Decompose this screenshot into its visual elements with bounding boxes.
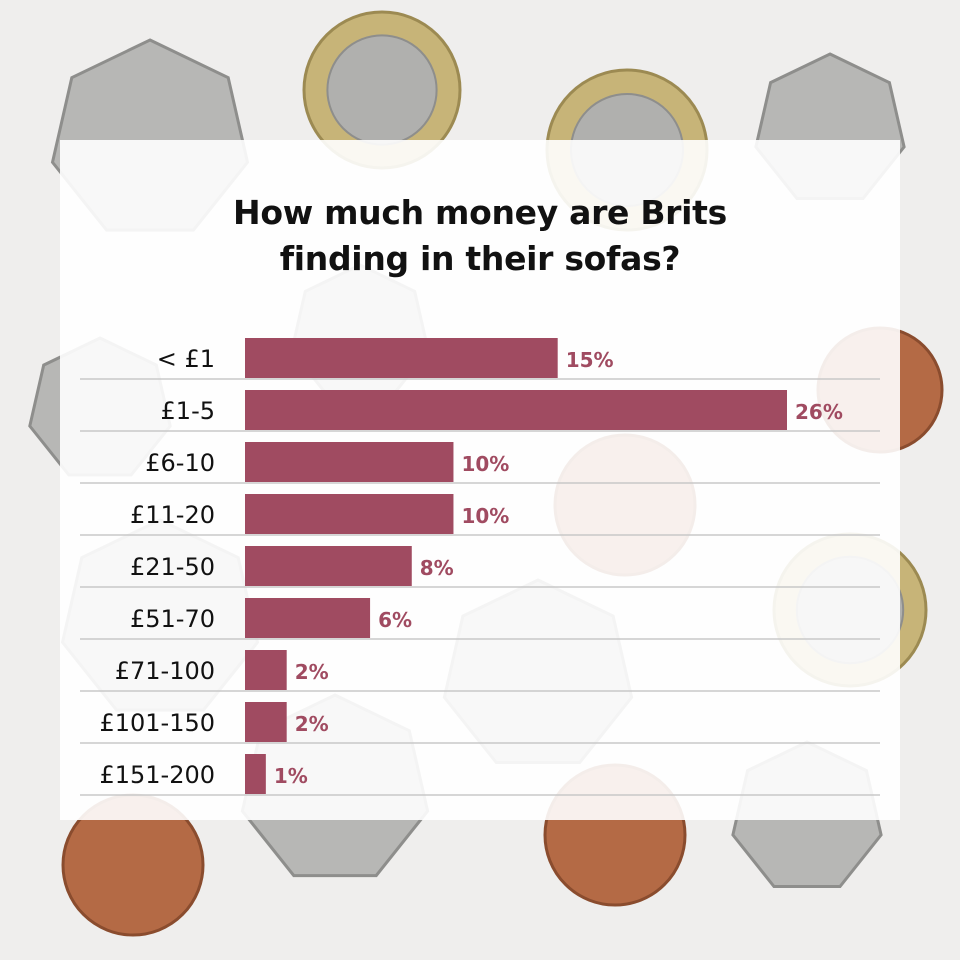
bar [245,442,454,482]
bar [245,754,266,794]
value-label: 1% [274,764,308,788]
value-label: 26% [795,400,843,424]
value-label: 2% [295,712,329,736]
bar-chart: < £1 15% £1-5 26% £6-10 10% £11-20 10% £21-50 8% £… [80,338,880,796]
bar [245,338,558,378]
category-label: £11-20 [130,501,215,529]
category-label: £21-50 [130,553,215,581]
value-label: 10% [461,504,509,528]
category-label: £1-5 [161,397,215,425]
bar [245,702,287,742]
category-label: £151-200 [99,761,215,789]
chart-title-line-1: How much money are Brits [233,193,727,232]
chart-title: How much money are Brits finding in thei… [60,190,900,282]
value-label: 6% [378,608,412,632]
value-label: 8% [420,556,454,580]
value-label: 10% [461,452,509,476]
chart-card: How much money are Brits finding in thei… [60,140,900,820]
bar [245,390,787,430]
category-label: < £1 [157,345,215,373]
chart-title-line-2: finding in their sofas? [279,239,681,278]
bar [245,598,371,638]
category-label: £6-10 [145,449,215,477]
coin-centre [326,34,438,146]
category-label: £101-150 [99,709,215,737]
bar [245,546,412,586]
value-label: 2% [295,660,329,684]
category-label: £71-100 [115,657,215,685]
category-label: £51-70 [130,605,215,633]
bar [245,494,454,534]
value-label: 15% [566,348,614,372]
bar [245,650,287,690]
